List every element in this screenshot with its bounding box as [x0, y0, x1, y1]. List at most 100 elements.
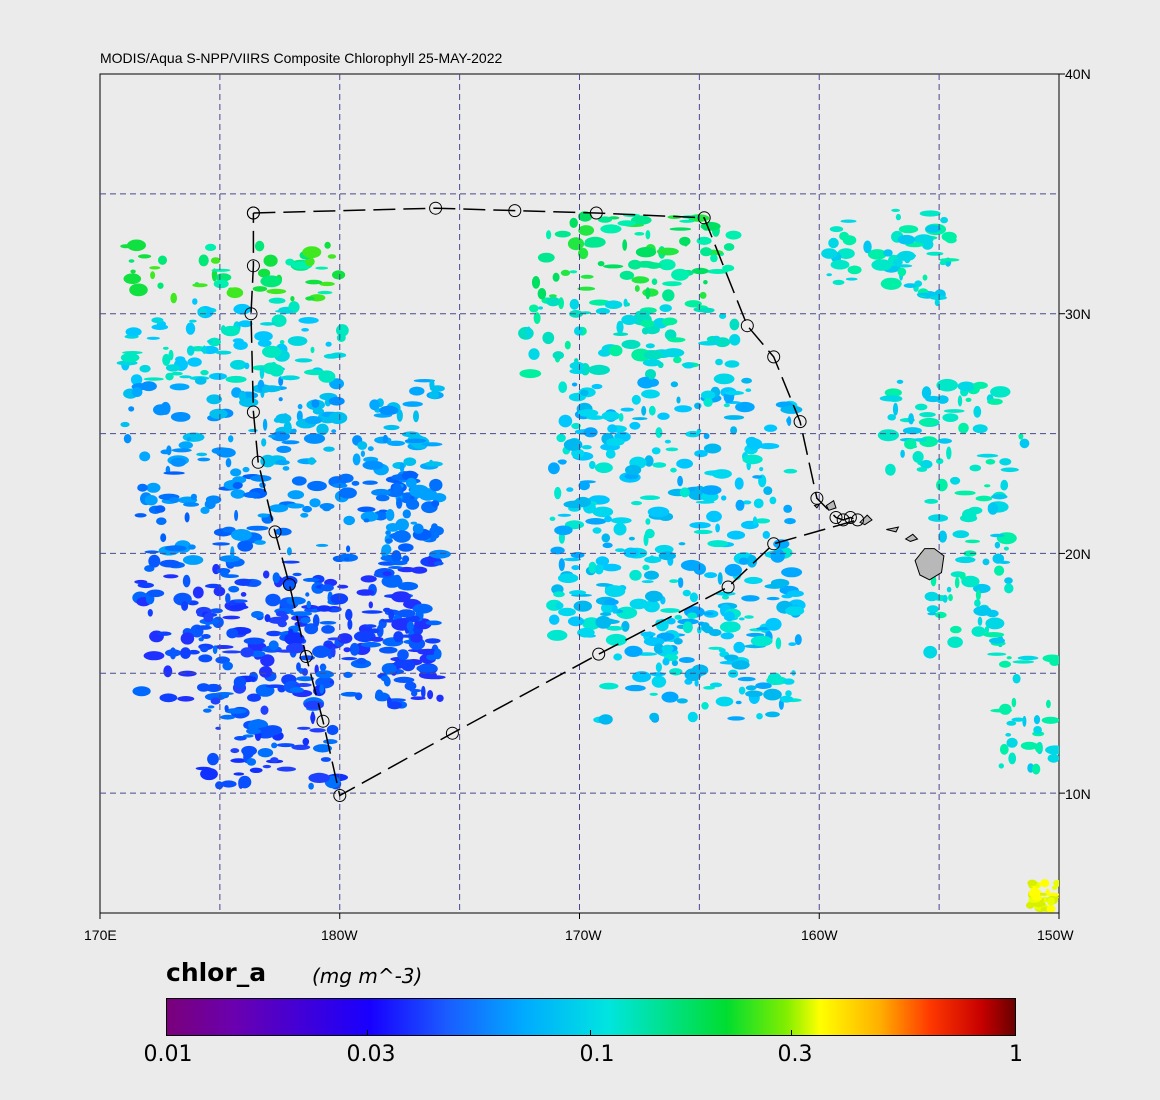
- chlorophyll-patch: [975, 589, 982, 601]
- chlorophyll-patch: [713, 373, 735, 385]
- chlorophyll-patch: [703, 625, 714, 634]
- chlorophyll-patch: [351, 480, 360, 486]
- chlorophyll-patch: [877, 429, 900, 442]
- colorbar-label-0-3: 0.3: [777, 1042, 813, 1067]
- chlorophyll-patch: [655, 662, 663, 673]
- chlorophyll-patch: [302, 737, 310, 746]
- chlorophyll-patch: [275, 413, 292, 424]
- chlorophyll-patch: [569, 270, 578, 274]
- chlorophyll-patch: [263, 725, 283, 736]
- chlorophyll-patch: [919, 436, 938, 448]
- chlorophyll-patch: [310, 713, 316, 723]
- chlorophyll-patch: [943, 409, 965, 413]
- chlorophyll-patch: [756, 713, 763, 720]
- chlorophyll-patch: [912, 438, 927, 442]
- chlorophyll-patch: [644, 528, 655, 539]
- colorbar-variable-name: chlor_a: [166, 958, 267, 987]
- chlorophyll-patch: [585, 518, 607, 525]
- chlorophyll-patch: [922, 274, 928, 281]
- chlorophyll-patch: [991, 494, 1008, 500]
- chlorophyll-patch: [578, 225, 595, 236]
- chlorophyll-patch: [316, 423, 329, 435]
- chlorophyll-patch: [674, 405, 692, 413]
- chlorophyll-patch: [937, 438, 952, 444]
- chlorophyll-patch: [600, 612, 612, 616]
- chlorophyll-patch: [424, 461, 443, 467]
- chlorophyll-patch: [673, 638, 683, 645]
- chlorophyll-patch: [272, 572, 280, 584]
- chlorophyll-patch: [186, 345, 195, 356]
- station-marker: [333, 789, 347, 802]
- chlorophyll-patch: [742, 454, 763, 465]
- chlorophyll-patch: [315, 670, 334, 679]
- chlorophyll-patch: [429, 478, 443, 492]
- chlorophyll-patch: [230, 546, 235, 559]
- chlorophyll-patch: [230, 748, 240, 754]
- chlorophyll-patch: [765, 711, 780, 718]
- chlorophyll-patch: [268, 504, 289, 513]
- chlorophyll-patch: [984, 626, 990, 634]
- chlorophyll-patch: [424, 638, 441, 644]
- chlorophyll-patch: [385, 538, 393, 544]
- chlorophyll-patch: [723, 243, 735, 251]
- colorbar-tick: [367, 1030, 368, 1035]
- chlorophyll-patch: [433, 648, 442, 660]
- chlorophyll-patch: [1000, 467, 1019, 473]
- chlorophyll-patch: [289, 687, 304, 693]
- chlorophyll-patch: [343, 515, 356, 526]
- chlorophyll-patch: [157, 282, 164, 289]
- chlorophyll-patch: [429, 390, 439, 400]
- chlorophyll-patch: [312, 408, 325, 415]
- chlorophyll-patch: [215, 692, 234, 696]
- chlorophyll-patch: [320, 584, 334, 592]
- chlorophyll-patch: [710, 254, 718, 263]
- chlorophyll-patch: [244, 362, 250, 370]
- chlorophyll-patch: [130, 374, 143, 386]
- chlorophyll-patch: [1006, 656, 1012, 660]
- chlorophyll-patch: [397, 649, 409, 661]
- chlorophyll-patch: [569, 361, 585, 370]
- chlorophyll-patch: [919, 210, 941, 217]
- chlorophyll-patch: [345, 608, 353, 621]
- chlorophyll-patch: [396, 497, 403, 509]
- chlorophyll-patch: [392, 483, 403, 496]
- chlorophyll-patch: [903, 283, 918, 288]
- chlorophyll-patch: [704, 612, 714, 616]
- chlorophyll-patch: [703, 443, 722, 454]
- chlorophyll-patch: [973, 405, 982, 418]
- chlorophyll-patch: [737, 676, 756, 682]
- chlorophyll-patch: [406, 499, 420, 510]
- chlorophyll-patch: [724, 360, 740, 368]
- chlorophyll-patch: [662, 289, 675, 302]
- chlorophyll-patch: [280, 375, 300, 381]
- chlorophyll-patch: [984, 484, 991, 488]
- chlorophyll-patch: [925, 225, 941, 233]
- chlorophyll-patch: [375, 689, 384, 702]
- station-marker: [740, 319, 754, 333]
- station-marker: [767, 350, 781, 364]
- chlorophyll-patch: [357, 506, 376, 513]
- chlorophyll-patch: [694, 450, 708, 458]
- chlorophyll-patch: [845, 277, 858, 281]
- chlorophyll-patch: [307, 480, 327, 492]
- chlorophyll-patch: [577, 627, 595, 638]
- chlorophyll-patch: [645, 287, 651, 300]
- chlorophyll-patch: [567, 616, 585, 627]
- chlorophyll-patch: [270, 361, 278, 375]
- chlorophyll-patch: [127, 239, 146, 252]
- chlorophyll-patch: [879, 395, 902, 402]
- chlorophyll-patch: [357, 441, 368, 450]
- chlorophyll-patch: [974, 599, 981, 607]
- chlorophyll-patch: [547, 629, 568, 641]
- chlorophyll-patch: [745, 690, 763, 698]
- chlorophyll-patch: [954, 576, 960, 589]
- chlorophyll-patch: [430, 526, 442, 533]
- chlorophyll-patch: [720, 632, 734, 640]
- chlorophyll-patch: [721, 495, 727, 501]
- chlorophyll-patch: [676, 698, 688, 704]
- chlorophyll-patch: [900, 449, 905, 458]
- colorbar-tick: [590, 1030, 591, 1035]
- chlorophyll-patch: [328, 396, 345, 406]
- chlorophyll-patch: [402, 555, 410, 563]
- chlorophyll-patch: [642, 564, 650, 571]
